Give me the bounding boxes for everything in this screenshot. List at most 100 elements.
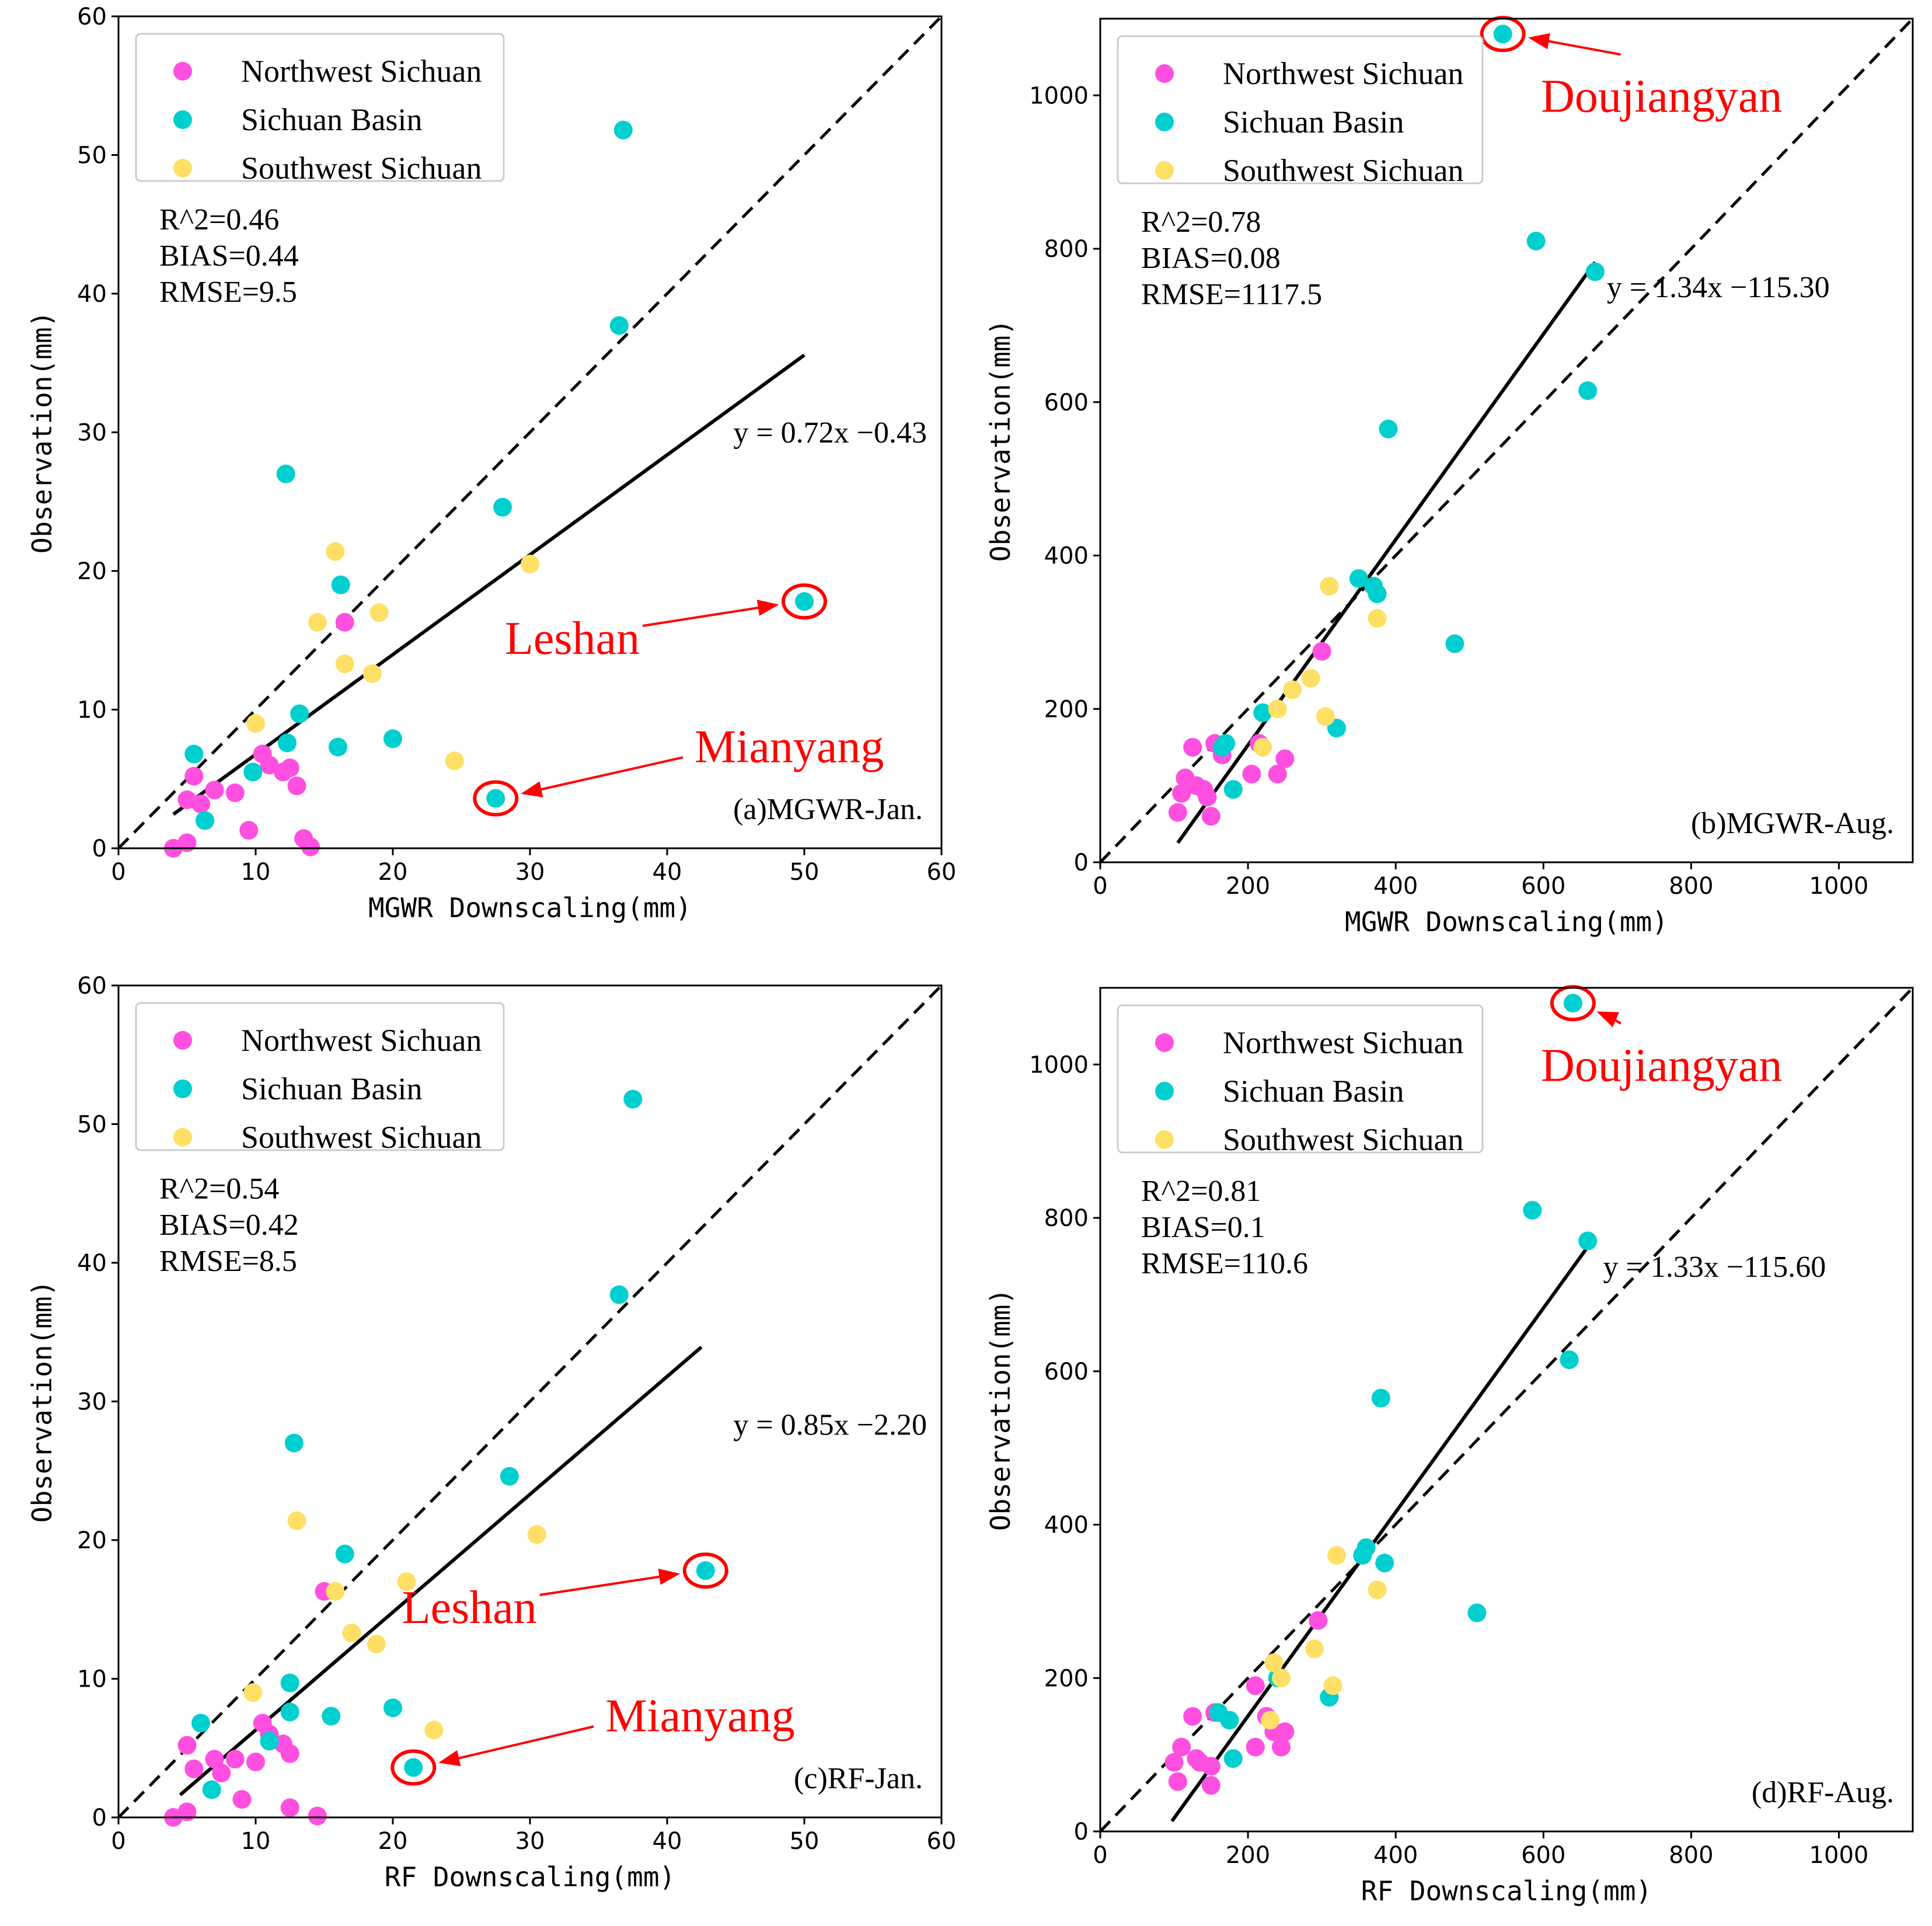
point-sichuan-basin-6: [1356, 1538, 1376, 1557]
chart-panel-2: Doujiangyan 0 200 400 600 800 1000 0 200 400 600 80…: [985, 16, 1914, 938]
y-tick-label: 0: [92, 1805, 107, 1831]
x-tick-label: 60: [927, 1828, 957, 1855]
annotation-arrow: [539, 1575, 663, 1596]
fit-equation: y = 0.72x −0.43: [733, 416, 927, 450]
point-sichuan-basin-13: [795, 592, 814, 611]
annotation-arrow-head: [521, 781, 543, 797]
legend-label: Southwest Sichuan: [1223, 1122, 1464, 1157]
annotation-label: Mianyang: [695, 721, 884, 772]
point-northwest-sichuan-5: [212, 1764, 231, 1782]
point-sichuan-basin-10: [486, 789, 505, 808]
point-sichuan-basin-5: [284, 1433, 304, 1453]
point-southwest-sichuan-2: [326, 1582, 345, 1601]
point-sichuan-basin-7: [331, 575, 350, 594]
x-tick-label: 10: [241, 859, 271, 886]
x-tick-label: 0: [111, 859, 125, 886]
stats-line: BIAS=0.1: [1141, 1211, 1265, 1244]
y-tick-label: 0: [1074, 1819, 1089, 1845]
point-sichuan-basin-10: [500, 1467, 519, 1486]
legend-box: [135, 33, 505, 182]
stats-line: R^2=0.54: [159, 1172, 279, 1206]
point-sichuan-basin-0: [184, 744, 204, 764]
regression-line: [1176, 261, 1597, 844]
one-to-one-line: [1099, 18, 1914, 863]
annotation-highlight-circle: [782, 583, 827, 620]
annotation-highlight-circle: [682, 1552, 728, 1589]
stats-line: RMSE=110.6: [1141, 1247, 1308, 1280]
point-northwest-sichuan-6: [225, 1750, 245, 1769]
annotation-arrow: [642, 606, 762, 627]
legend-box: [135, 1002, 505, 1151]
panel-label: (d)RF-Aug.: [1752, 1776, 1894, 1809]
point-sichuan-basin-3: [1253, 703, 1272, 722]
chart-panel-1: Leshan Mianyang 0 10 20 30 40 50 60 0 10 20 30 40 50 60…: [26, 4, 956, 924]
x-axis-label: RF Downscaling(mm): [385, 1861, 676, 1893]
legend-label: Northwest Sichuan: [1223, 56, 1463, 91]
x-tick-label: 600: [1521, 873, 1565, 900]
x-tick-label: 1000: [1809, 873, 1869, 900]
stats-line: RMSE=9.5: [159, 276, 297, 309]
point-southwest-sichuan-5: [369, 603, 389, 622]
legend: Northwest Sichuan Sichuan Basin Southwest …: [135, 33, 505, 186]
point-sichuan-basin-10: [1523, 1200, 1542, 1220]
point-northwest-sichuan-1: [177, 833, 197, 852]
y-tick-label: 30: [77, 1389, 107, 1416]
legend: Northwest Sichuan Sichuan Basin Southwest …: [135, 1002, 505, 1155]
x-tick-label: 20: [378, 1828, 408, 1855]
point-northwest-sichuan-5: [205, 781, 224, 800]
point-northwest-sichuan-6: [225, 783, 245, 802]
annotation-label: Leshan: [402, 1582, 537, 1634]
point-southwest-sichuan-6: [424, 1720, 444, 1740]
plot-frame: [1099, 18, 1914, 863]
point-southwest-sichuan-6: [1368, 609, 1387, 628]
y-tick-label: 20: [77, 1527, 107, 1554]
point-southwest-sichuan-6: [445, 751, 464, 771]
point-northwest-sichuan-7: [1201, 1776, 1220, 1795]
point-northwest-sichuan-0: [1164, 1753, 1184, 1772]
annotation-arrow-head: [756, 600, 779, 616]
stats-line: BIAS=0.08: [1141, 242, 1281, 275]
point-southwest-sichuan-4: [1323, 1676, 1342, 1695]
point-northwest-sichuan-4: [205, 1750, 224, 1769]
point-northwest-sichuan-7: [232, 1790, 252, 1809]
point-sichuan-basin-9: [1467, 1603, 1487, 1622]
point-southwest-sichuan-6: [1368, 1580, 1387, 1600]
point-southwest-sichuan-4: [367, 1635, 386, 1654]
legend: Northwest Sichuan Sichuan Basin Southwest …: [1117, 1004, 1484, 1157]
legend-marker: [173, 1079, 192, 1098]
point-northwest-sichuan-6: [1198, 788, 1217, 807]
stats-line: RMSE=1117.5: [1141, 278, 1322, 311]
x-tick-label: 1000: [1809, 1842, 1869, 1869]
legend-label: Southwest Sichuan: [241, 151, 482, 186]
point-southwest-sichuan-4: [1316, 707, 1335, 726]
legend: Northwest Sichuan Sichuan Basin Southwest …: [1117, 35, 1484, 188]
legend-marker: [1155, 1130, 1174, 1149]
legend-label: Sichuan Basin: [241, 1071, 422, 1106]
point-sichuan-basin-3: [280, 1702, 299, 1722]
regression-line: [1170, 1241, 1593, 1823]
annotation-arrow-head: [1596, 1011, 1619, 1028]
point-sichuan-basin-12: [1563, 994, 1582, 1013]
x-tick-label: 400: [1373, 873, 1418, 900]
point-northwest-sichuan-7: [1201, 807, 1220, 826]
point-southwest-sichuan-3: [335, 654, 354, 674]
legend-marker: [173, 1128, 192, 1147]
annotation-arrow: [455, 1725, 594, 1760]
point-northwest-sichuan-0: [1168, 803, 1187, 822]
point-southwest-sichuan-1: [308, 612, 327, 632]
point-northwest-sichuan-13: [1275, 749, 1295, 768]
y-tick-label: 0: [92, 835, 107, 862]
point-northwest-sichuan-11: [280, 758, 299, 778]
chart-panel-4: Doujiangyan 0 200 400 600 800 1000 0 200 400 600 80…: [985, 985, 1914, 1907]
point-sichuan-basin-2: [243, 762, 263, 782]
point-southwest-sichuan-0: [243, 1683, 263, 1702]
legend-marker: [173, 110, 192, 129]
point-sichuan-basin-9: [1445, 634, 1464, 653]
legend-marker: [173, 62, 192, 81]
regression-line: [172, 353, 805, 816]
panel-label: (c)RF-Jan.: [794, 1762, 923, 1795]
point-northwest-sichuan-13: [280, 1798, 299, 1817]
point-sichuan-basin-1: [1220, 1711, 1239, 1730]
one-to-one-line: [117, 15, 943, 849]
point-sichuan-basin-4: [1327, 719, 1346, 738]
